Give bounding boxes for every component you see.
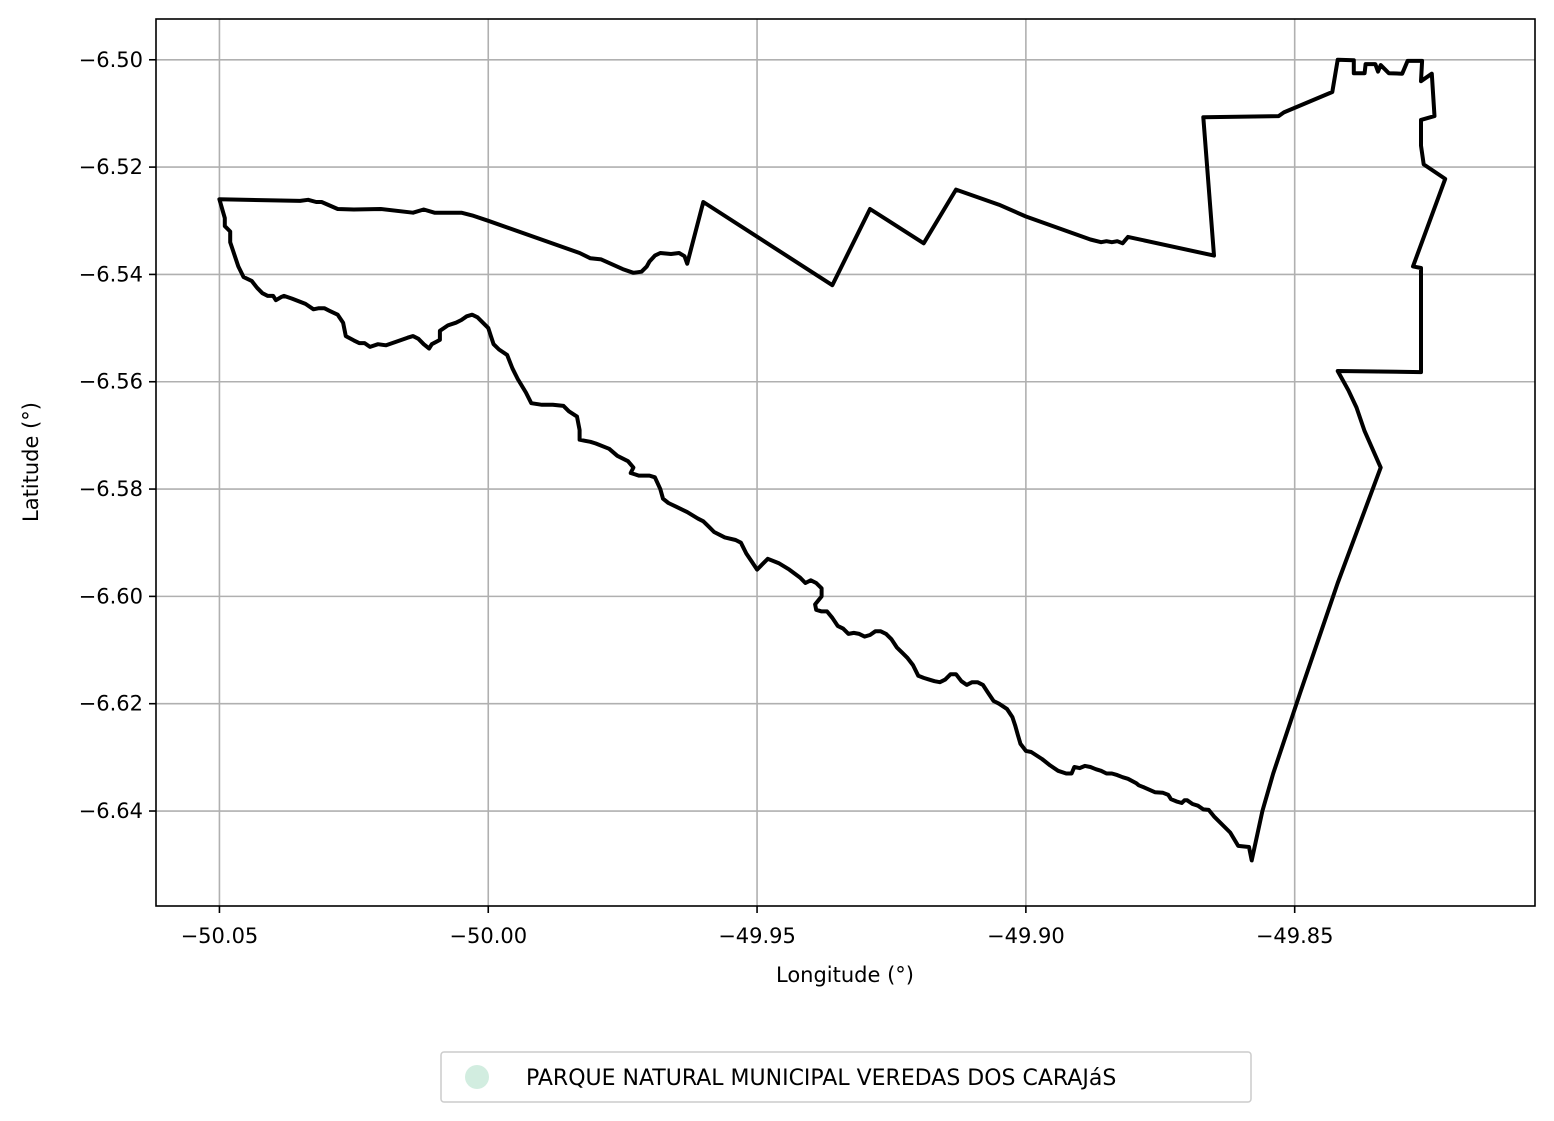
x-tick-label: −49.85 [1256,924,1334,948]
y-tick-label: −6.58 [79,477,143,501]
axes-frame [155,18,1536,907]
x-axis: −50.05 −50.00 −49.95 −49.90 −49.85 [181,906,1334,948]
legend-label: PARQUE NATURAL MUNICIPAL VEREDAS DOS CAR… [526,1066,1116,1091]
x-tick-label: −50.00 [449,924,527,948]
y-tick-label: −6.60 [79,584,143,608]
park-boundary [217,57,1448,863]
legend-marker [465,1065,489,1089]
y-tick-label: −6.54 [79,262,143,286]
y-axis: −6.50 −6.52 −6.54 −6.56 −6.58 −6.60 −6.62 −6.64 [79,48,156,823]
y-axis-label: Latitude (°) [19,402,43,522]
y-tick-label: −6.52 [79,155,143,179]
x-tick-label: −50.05 [181,924,259,948]
y-tick-label: −6.56 [79,370,143,394]
y-tick-label: −6.62 [79,692,143,716]
legend-frame [440,1051,1252,1103]
gridlines [156,19,1535,906]
x-tick-label: −49.90 [987,924,1065,948]
y-tick-label: −6.50 [79,48,143,72]
legend: PARQUE NATURAL MUNICIPAL VEREDAS DOS CAR… [440,1051,1252,1103]
x-tick-label: −49.95 [718,924,796,948]
y-tick-label: −6.64 [79,799,143,823]
x-axis-label: Longitude (°) [776,963,914,987]
